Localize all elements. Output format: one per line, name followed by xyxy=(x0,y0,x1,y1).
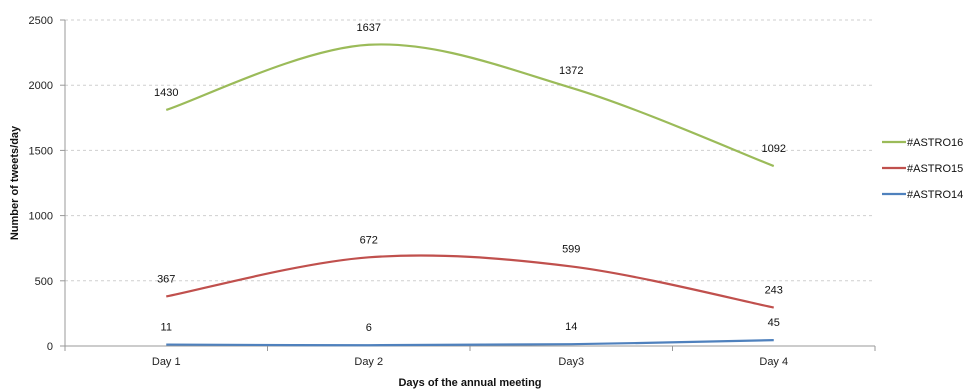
series-lines xyxy=(165,43,775,347)
axes xyxy=(64,20,875,347)
x-tick-label: Day 4 xyxy=(759,356,788,368)
x-tick-label: Day 1 xyxy=(152,356,181,368)
x-tick-label: Day3 xyxy=(558,356,584,368)
y-tick-label: 1000 xyxy=(29,211,53,223)
data-label-astro16: 1372 xyxy=(559,65,583,77)
data-label-astro15: 243 xyxy=(765,285,783,297)
data-label-astro15: 367 xyxy=(157,273,175,285)
y-tick-label: 0 xyxy=(47,341,53,353)
series-line-astro16 xyxy=(165,43,775,168)
data-label-astro14: 45 xyxy=(768,317,780,329)
legend: #ASTRO16 #ASTRO15 #ASTRO14 xyxy=(882,137,963,201)
legend-label-astro16: #ASTRO16 xyxy=(907,137,963,149)
gridlines xyxy=(65,19,875,282)
y-axis-title: Number of tweets/day xyxy=(9,125,21,240)
data-label-astro16: 1092 xyxy=(762,143,786,155)
data-label-astro15: 672 xyxy=(360,234,378,246)
data-label-astro14: 14 xyxy=(565,321,577,333)
legend-label-astro15: #ASTRO15 xyxy=(907,163,963,175)
data-label-astro16: 1430 xyxy=(154,87,178,99)
data-label-astro15: 599 xyxy=(562,243,580,255)
y-tick-label: 2500 xyxy=(29,15,53,27)
y-tick-label: 1500 xyxy=(29,145,53,157)
x-tick-labels: Day 1 Day 2 Day3 Day 4 xyxy=(64,346,876,368)
y-tick-label: 500 xyxy=(35,276,53,288)
data-labels: 1430 1637 1372 1092 367 672 599 243 11 6 14 45 xyxy=(154,22,786,334)
y-tick-labels: 0 500 1000 1500 2000 2500 xyxy=(29,15,65,353)
series-line-astro14 xyxy=(166,339,774,347)
data-label-astro16: 1637 xyxy=(357,22,381,34)
x-axis-title: Days of the annual meeting xyxy=(398,377,541,389)
legend-label-astro14: #ASTRO14 xyxy=(907,189,963,201)
data-label-astro14: 11 xyxy=(161,322,172,334)
data-label-astro14: 6 xyxy=(366,322,372,334)
series-line-astro15 xyxy=(166,254,774,309)
y-tick-label: 2000 xyxy=(29,80,53,92)
x-tick-label: Day 2 xyxy=(354,356,383,368)
